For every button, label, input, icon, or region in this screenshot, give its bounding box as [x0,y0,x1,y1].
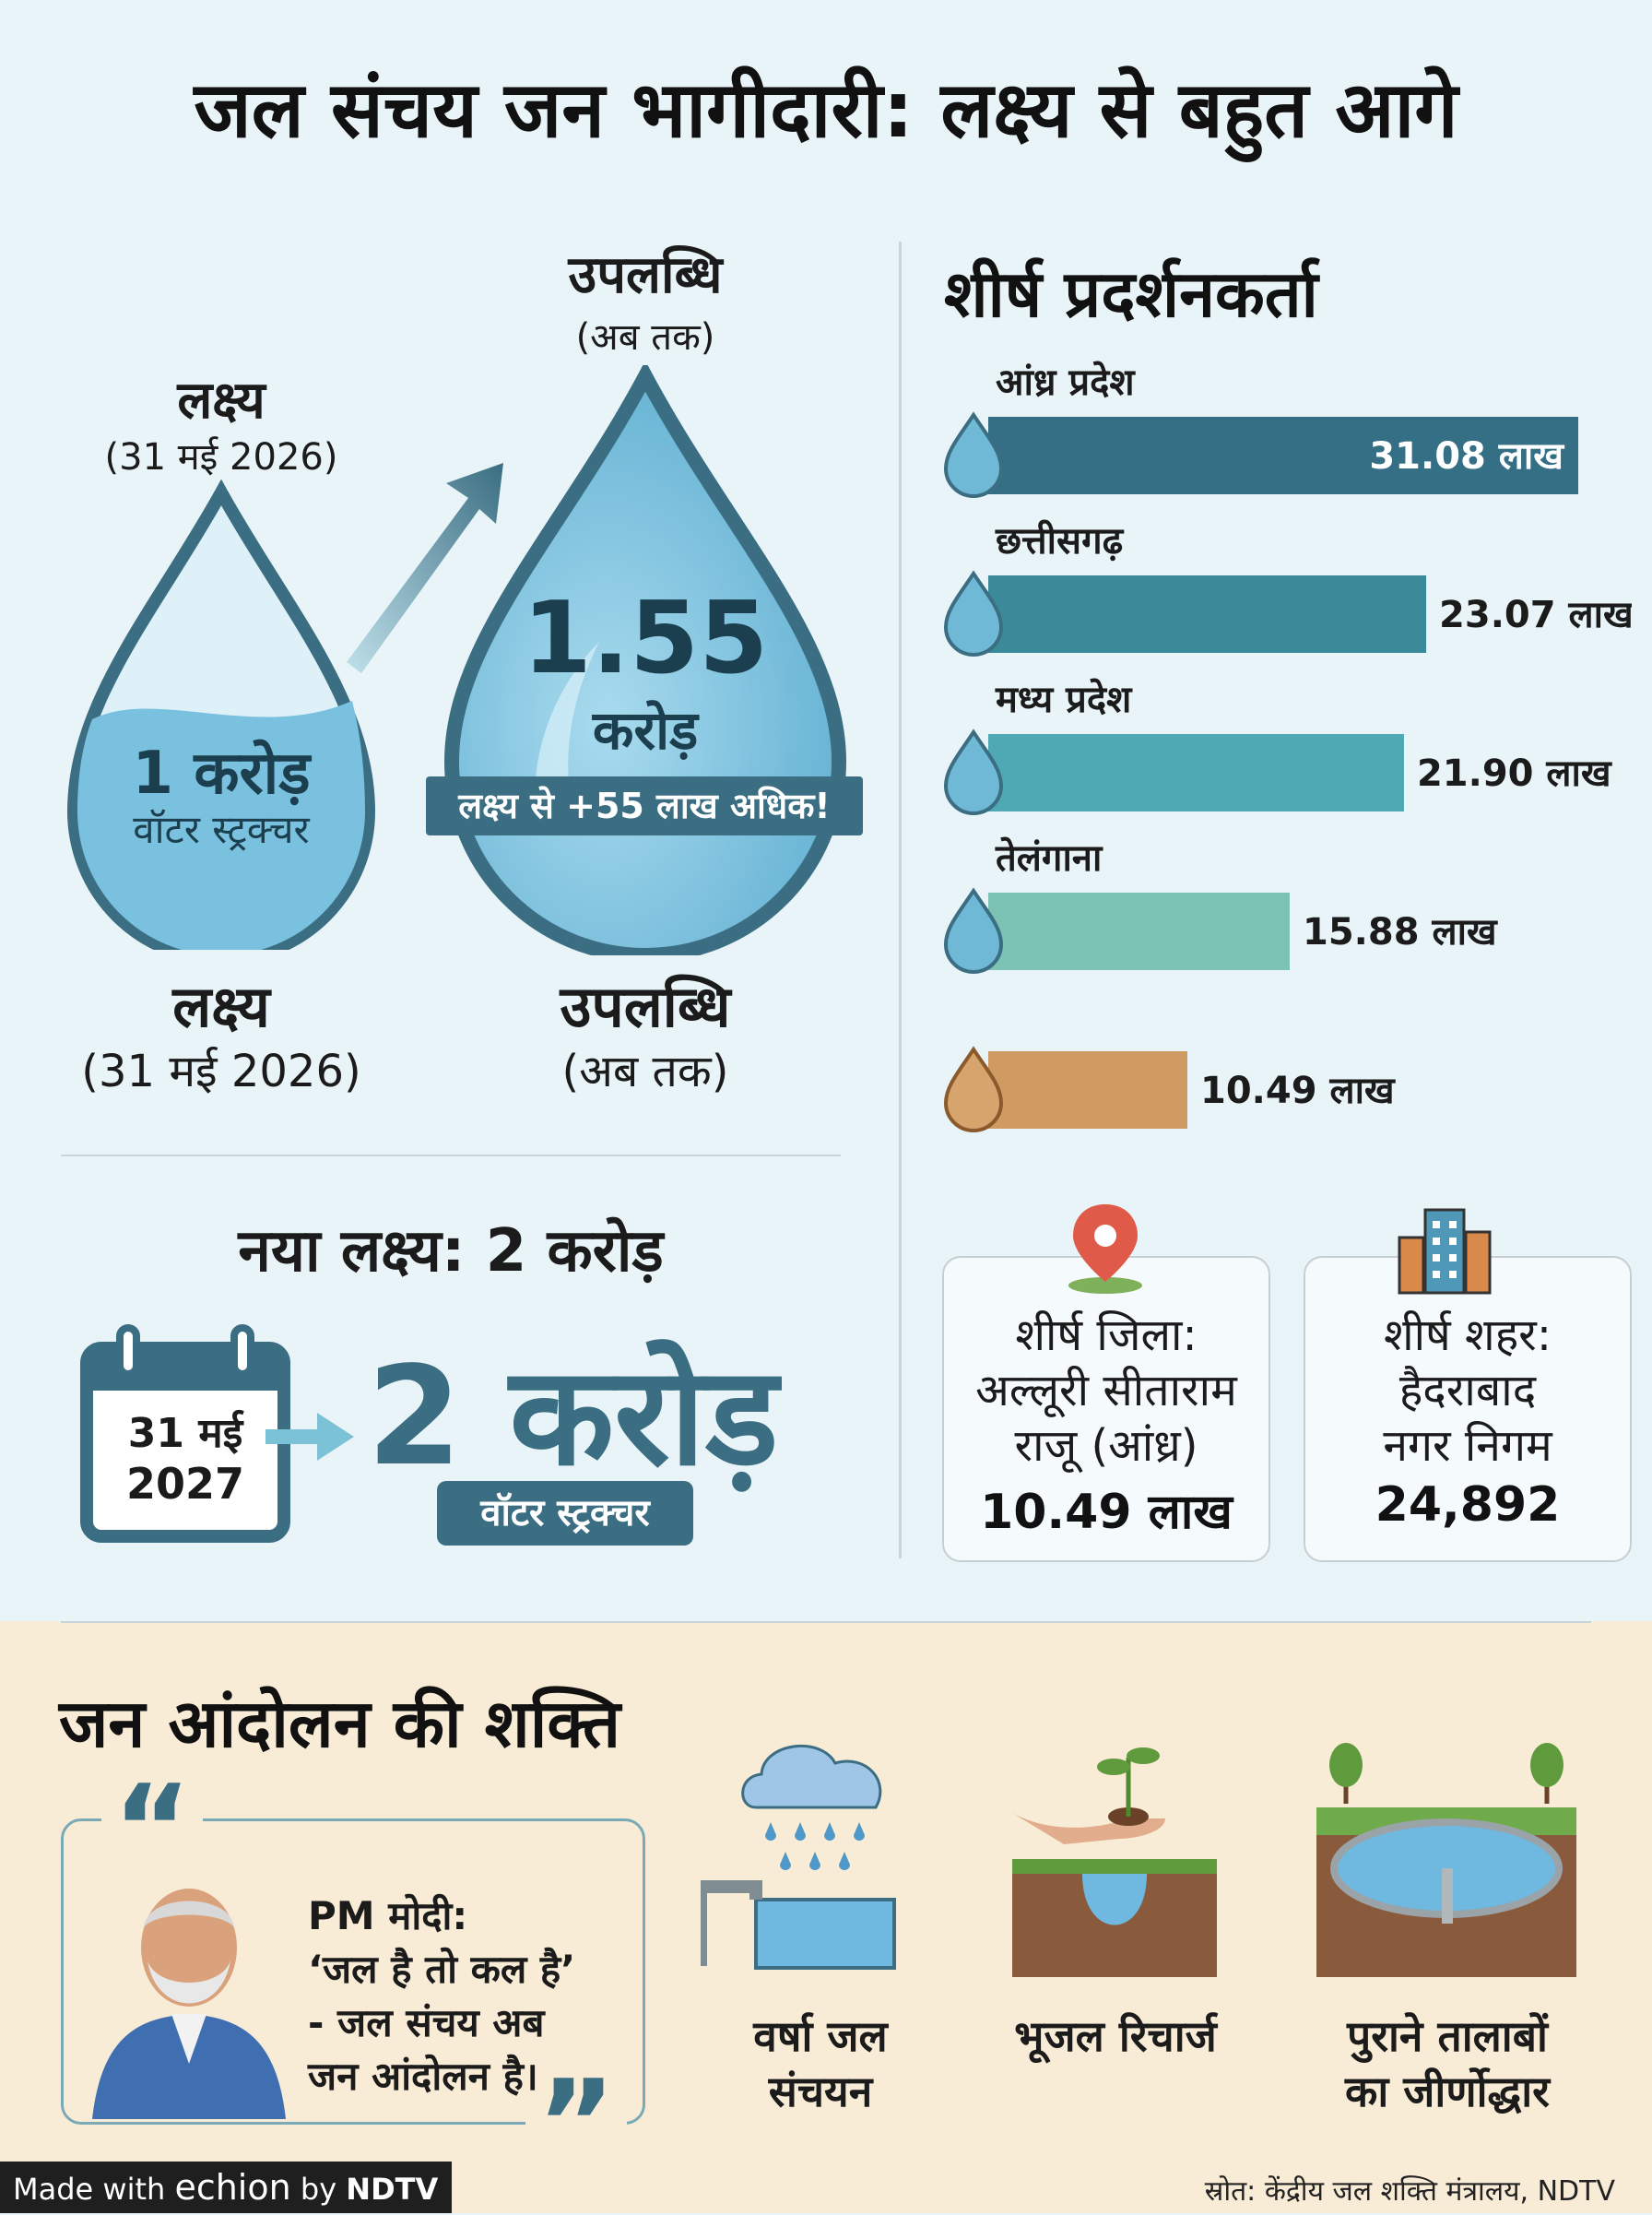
bar [988,1051,1188,1129]
calendar-icon [80,1324,290,1543]
water-drop-icon [943,570,1004,657]
bar-category-label: तेलंगाना [995,836,1103,880]
top-district-line2: अल्लूरी सीताराम [975,1365,1237,1416]
pond-restoration-icon [1316,1743,1576,1977]
page-title: जल संचय जन भागीदारी: लक्ष्य से बहुत आगे [194,65,1458,155]
bar [988,417,1578,494]
vertical-divider [899,242,902,1558]
pm-portrait [92,1889,286,2119]
source-text: स्रोत: केंद्रीय जल शक्ति मंत्रालय, NDTV [1204,2175,1615,2208]
goal-date-top: (31 मई 2026) [104,436,338,479]
calendar-date-line1: 31 मई [127,1410,243,1457]
top-city-value: 24,892 [1375,1477,1561,1533]
achievement-sub-bottom: (अब तक) [561,1046,729,1097]
location-pin-icon [1068,1204,1142,1294]
pond-caption-line2: का जीर्णोद्धार [1345,2067,1550,2116]
achievement-label-top: उपलब्धि [568,245,723,305]
rainwater-caption-line1: वर्षा जल [753,2011,888,2061]
water-drop-icon [943,1046,1004,1132]
quote-box [61,1818,645,2125]
ndtv-logo-text: NDTV [346,2172,439,2207]
new-target-heading: नया लक्ष्य: 2 करोड़ [238,1217,664,1285]
excess-banner: लक्ष्य से +55 लाख अधिक! [426,776,863,835]
bar-value-label: 10.49 लाख [1200,1070,1396,1112]
bar-category-label: मध्य प्रदेश [995,678,1133,721]
bar-value-label: 31.08 लाख [1369,435,1564,478]
rainwater-harvesting-icon [701,1744,896,1970]
new-target-value: 2 करोड़ [367,1337,779,1496]
section-divider [61,1621,1591,1623]
achievement-value: 1.55 [522,581,769,696]
water-drop-icon [943,411,1004,498]
echion-logo-text: echion [174,2167,291,2208]
achievement-unit: करोड़ [592,699,699,762]
arrow-right-icon [266,1413,354,1461]
groundwater-caption-line1: भूजल रिचार्ज [1014,2011,1217,2061]
bar [988,893,1291,970]
achievement-sub-top: (अब तक) [575,316,715,359]
water-drop-icon [943,728,1004,815]
goal-unit: वॉटर स्ट्रक्चर [133,807,310,852]
achievement-label-bottom: उपलब्धि [560,973,731,1040]
movement-heading: जन आंदोलन की शक्ति [59,1685,621,1762]
calendar-date-line2: 2027 [125,1459,245,1509]
chart-title: शीर्ष प्रदर्शनकर्ता [944,256,1318,332]
quote-line1: PM मोदी: [308,1893,468,1938]
top-city-card: शीर्ष शहर: हैदराबाद नगर निगम 24,892 [1304,1256,1632,1562]
made-with-badge[interactable]: Made with echion by NDTV [0,2162,452,2213]
made-with-text: Made with [13,2172,166,2207]
bar [988,734,1404,811]
bar-value-label: 15.88 लाख [1303,911,1498,954]
city-buildings-icon [1398,1208,1492,1295]
groundwater-recharge-icon [1012,1747,1217,1977]
bar [988,575,1427,653]
goal-date-bottom: (31 मई 2026) [81,1046,361,1097]
by-text: by [300,2172,337,2207]
bar-value-label: 23.07 लाख [1439,594,1632,636]
quote-line3: - जल संचय अब [308,2000,545,2045]
growth-arrow-icon [347,463,503,673]
quote-close-mark: ” [525,2055,627,2193]
quote-line2: ‘जल है तो कल है’ [308,1947,576,1992]
divider [61,1155,841,1156]
bar-category-label: आंध्र प्रदेश [996,361,1136,404]
structure-badge: वॉटर स्ट्रक्चर [437,1481,693,1546]
movement-section: जन आंदोलन की शक्ति “ ” PM मोदी: ‘जल है त… [0,1621,1652,2213]
quote-open-mark: “ [101,1759,203,1898]
top-district-value: 10.49 लाख [980,1485,1233,1540]
goal-label-top: लक्ष्य [177,371,266,431]
pond-caption-line1: पुराने तालाबों [1347,2011,1548,2061]
top-city-title: शीर्ष शहर: [1383,1309,1552,1361]
top-district-card: शीर्ष जिला: अल्लूरी सीताराम राजू (आंध्र)… [942,1256,1270,1562]
quote-line4: जन आंदोलन है। [308,2054,538,2099]
top-district-title: शीर्ष जिला: [1015,1309,1198,1361]
bar-category-label: छत्तीसगढ़ [995,519,1125,563]
water-drop-icon [943,887,1004,974]
goal-value: 1 करोड़ [132,740,311,808]
top-performers-chart: आंध्र प्रदेश 31.08 लाख छत्तीसगढ़ 23.07 लाख म… [943,361,1632,1132]
top-district-line3: राजू (आंध्र) [1014,1420,1198,1472]
bar-value-label: 21.90 लाख [1417,752,1612,795]
top-city-line3: नगर निगम [1383,1420,1552,1472]
goal-label-bottom: लक्ष्य [172,973,270,1040]
rainwater-caption-line2: संचयन [768,2067,873,2116]
top-city-line2: हैदराबाद [1398,1365,1537,1416]
goal-drop-icon [66,480,376,950]
